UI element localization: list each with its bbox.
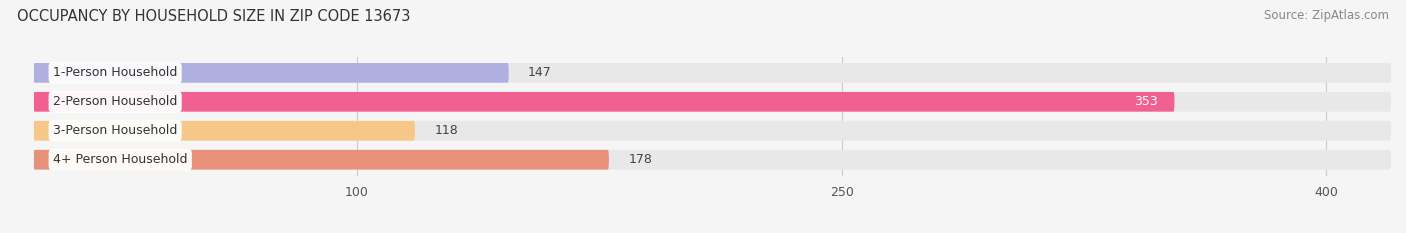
Text: 2-Person Household: 2-Person Household <box>53 95 177 108</box>
Text: 3-Person Household: 3-Person Household <box>53 124 177 137</box>
FancyBboxPatch shape <box>34 63 509 83</box>
FancyBboxPatch shape <box>34 92 1391 112</box>
Text: 4+ Person Household: 4+ Person Household <box>53 153 187 166</box>
Text: 147: 147 <box>529 66 551 79</box>
FancyBboxPatch shape <box>34 63 1391 83</box>
FancyBboxPatch shape <box>34 121 415 140</box>
FancyBboxPatch shape <box>34 150 609 170</box>
Text: 353: 353 <box>1135 95 1159 108</box>
Text: Source: ZipAtlas.com: Source: ZipAtlas.com <box>1264 9 1389 22</box>
Text: 1-Person Household: 1-Person Household <box>53 66 177 79</box>
FancyBboxPatch shape <box>34 92 1174 112</box>
FancyBboxPatch shape <box>34 121 1391 140</box>
Text: 178: 178 <box>628 153 652 166</box>
Text: OCCUPANCY BY HOUSEHOLD SIZE IN ZIP CODE 13673: OCCUPANCY BY HOUSEHOLD SIZE IN ZIP CODE … <box>17 9 411 24</box>
Text: 118: 118 <box>434 124 458 137</box>
FancyBboxPatch shape <box>34 150 1391 170</box>
